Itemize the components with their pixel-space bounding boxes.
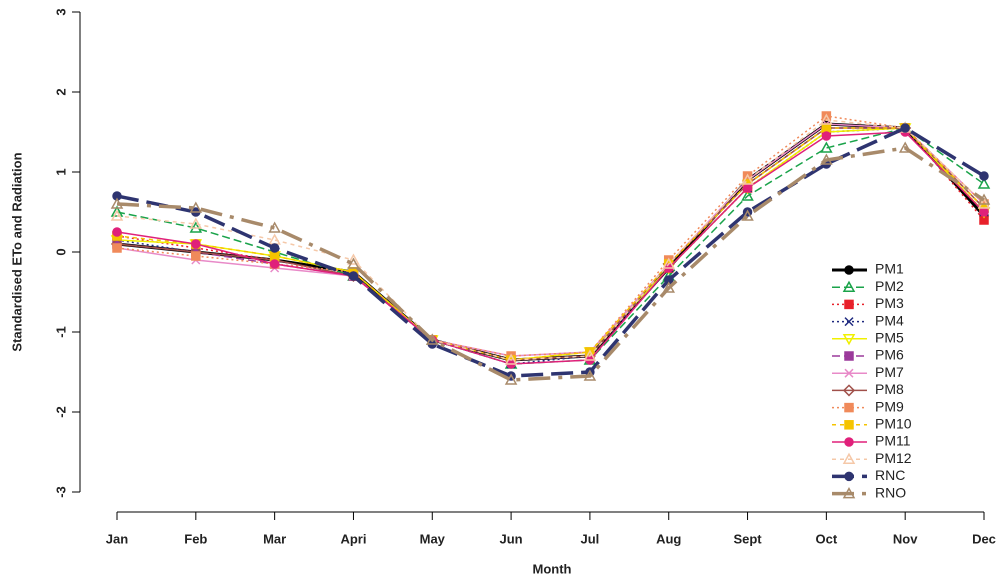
data-point <box>348 271 359 281</box>
data-point <box>741 173 754 185</box>
series-line <box>116 146 985 382</box>
x-tick-label: Aug <box>656 531 681 546</box>
data-point <box>347 257 360 269</box>
data-point <box>662 257 676 269</box>
data-point <box>900 123 910 133</box>
data-point <box>112 243 122 253</box>
legend-marker <box>842 452 856 464</box>
legend-marker <box>842 334 856 346</box>
data-point <box>979 171 989 181</box>
data-point <box>110 209 124 221</box>
x-tick-label: Nov <box>893 531 918 546</box>
y-tick-label: -2 <box>53 406 68 418</box>
data-point <box>741 189 754 201</box>
y-tick-label: 2 <box>53 88 68 95</box>
x-tick-label: Oct <box>816 531 838 546</box>
data-point <box>189 201 203 213</box>
data-point <box>268 233 281 245</box>
series-line <box>116 127 985 365</box>
legend-marker <box>844 471 854 482</box>
legend-label: PM2 <box>875 278 904 294</box>
x-tick-label: Jul <box>581 531 600 546</box>
legend-marker <box>844 351 854 361</box>
data-point <box>268 221 281 233</box>
data-point <box>191 239 201 249</box>
legend-marker <box>844 420 854 430</box>
y-axis-label: Standardised ETo and Radiation <box>9 152 24 351</box>
data-point <box>112 227 122 237</box>
x-tick-label: Mar <box>263 531 286 546</box>
data-point <box>269 251 280 261</box>
data-point <box>583 369 597 381</box>
data-point <box>347 253 360 265</box>
y-tick-label: -1 <box>53 326 68 338</box>
legend-label: RNC <box>875 467 905 483</box>
data-point <box>820 141 833 153</box>
data-point <box>820 153 833 165</box>
series-line <box>116 127 985 361</box>
y-tick-label: -3 <box>53 486 68 498</box>
x-tick-label: Jan <box>106 531 128 546</box>
data-point <box>821 123 832 133</box>
legend-label: RNO <box>875 484 906 500</box>
data-point <box>269 259 280 269</box>
data-point <box>504 373 518 385</box>
data-point <box>189 217 203 229</box>
legend-marker <box>844 402 854 413</box>
data-point <box>110 197 124 209</box>
y-tick-label: 0 <box>53 248 68 255</box>
legend-label: PM12 <box>875 450 912 466</box>
x-tick-label: Sept <box>733 531 762 546</box>
legend-label: PM10 <box>875 416 912 432</box>
x-tick-label: Dec <box>972 531 996 546</box>
legend-label: PM1 <box>875 261 904 277</box>
legend-label: PM11 <box>875 433 911 449</box>
legend-label: PM5 <box>875 330 904 346</box>
data-point <box>583 349 597 361</box>
legend-marker <box>844 299 854 310</box>
data-point <box>979 207 989 217</box>
legend-label: PM7 <box>875 364 904 380</box>
x-tick-label: May <box>420 531 446 546</box>
legend-marker <box>842 487 856 499</box>
legend-label: PM9 <box>875 398 904 414</box>
x-tick-label: Feb <box>184 531 207 546</box>
series-line <box>116 122 986 362</box>
data-point <box>820 113 833 125</box>
x-axis-label: Month <box>533 561 572 576</box>
legend-label: PM8 <box>875 381 904 397</box>
x-tick-label: Apri <box>340 531 366 546</box>
legend-marker <box>842 280 856 292</box>
data-point <box>977 177 991 189</box>
series-line <box>116 119 985 361</box>
data-point <box>977 193 991 205</box>
y-tick-label: 3 <box>53 8 68 15</box>
data-point <box>425 333 439 345</box>
data-point <box>742 183 753 193</box>
data-point <box>741 209 754 221</box>
series-line <box>116 115 985 357</box>
series-line <box>116 131 985 365</box>
data-point <box>269 243 280 253</box>
data-point <box>191 251 201 261</box>
data-point <box>898 141 912 153</box>
data-point <box>662 281 676 293</box>
legend-label: PM6 <box>875 347 904 363</box>
data-point <box>504 353 518 365</box>
legend-marker <box>844 317 854 327</box>
data-point <box>821 131 832 141</box>
legend-label: PM3 <box>875 295 904 311</box>
series-line <box>116 127 985 365</box>
x-tick-label: Jun <box>500 531 523 546</box>
legend-label: PM4 <box>875 312 904 328</box>
legend-marker <box>844 265 854 275</box>
legend-marker <box>842 384 856 397</box>
legend-marker <box>844 437 854 447</box>
legend-marker <box>844 368 854 378</box>
y-tick-label: 1 <box>53 168 68 175</box>
